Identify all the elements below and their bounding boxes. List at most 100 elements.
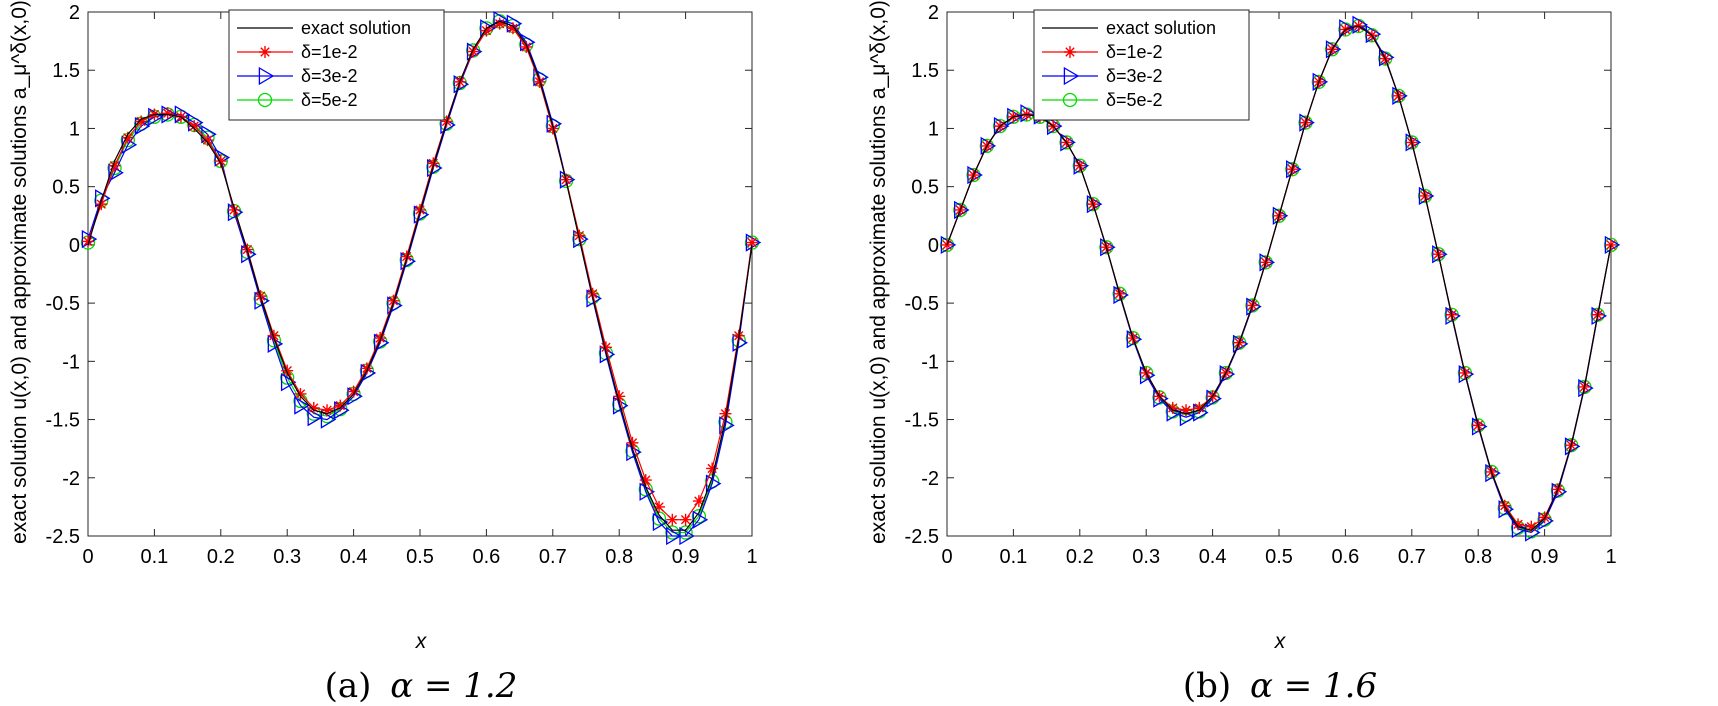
- data-point: [506, 22, 519, 35]
- data-point: [281, 364, 294, 377]
- y-axis-label: exact solution u(x,0) and approximate so…: [867, 0, 890, 544]
- data-point: [1485, 463, 1501, 483]
- data-point: [626, 436, 639, 449]
- data-point: [599, 341, 612, 354]
- data-point: [1417, 188, 1433, 204]
- y-tick-label: -2: [62, 468, 80, 490]
- data-point: [706, 462, 719, 475]
- data-point: [1605, 238, 1617, 251]
- data-point: [400, 250, 413, 263]
- y-tick-label: -2.5: [905, 526, 939, 548]
- caption-prefix: (b): [1183, 666, 1231, 706]
- data-point: [427, 157, 440, 170]
- data-point: [280, 373, 297, 392]
- series-exact-solution: [946, 25, 1612, 531]
- data-point: [520, 40, 533, 53]
- data-point: [1311, 74, 1326, 90]
- data-point: [1352, 15, 1368, 34]
- legend-marker: [257, 92, 273, 108]
- data-point: [939, 237, 955, 253]
- x-tick-label: 0.5: [406, 546, 434, 568]
- x-tick-label: 0: [941, 546, 952, 568]
- data-point: [374, 332, 387, 345]
- data-point: [953, 202, 968, 218]
- data-point: [121, 131, 134, 144]
- legend-marker: [1062, 92, 1078, 108]
- data-point: [135, 115, 148, 128]
- x-tick-label: 0.2: [1066, 546, 1094, 568]
- data-point: [294, 387, 307, 400]
- data-point: [1126, 330, 1143, 349]
- x-tick-label: 0.3: [273, 546, 301, 568]
- data-point: [732, 333, 749, 352]
- legend-marker: [259, 46, 271, 58]
- data-point: [347, 385, 360, 398]
- x-tick-label: 0.7: [539, 546, 567, 568]
- x-tick-label: 0.4: [1199, 546, 1227, 568]
- caption-prefix: (a): [325, 666, 372, 706]
- y-tick-label: 0: [928, 235, 939, 257]
- data-point: [679, 513, 692, 526]
- x-tick-label: 0.1: [140, 546, 168, 568]
- legend-label: exact solution: [1106, 18, 1216, 38]
- data-point: [1298, 115, 1313, 130]
- data-point: [188, 120, 201, 133]
- data-point: [1085, 196, 1101, 212]
- data-point: [1059, 135, 1074, 150]
- x-axis-label: x: [1274, 630, 1287, 653]
- data-point: [652, 512, 669, 532]
- x-tick-label: 0.7: [1398, 546, 1426, 568]
- data-point: [95, 198, 108, 211]
- data-point: [467, 45, 480, 58]
- data-point: [719, 416, 735, 435]
- y-tick-label: 0: [69, 235, 80, 257]
- legend: exact solution δ=1e-2 δ=3e-2 δ=5e-2: [228, 9, 445, 121]
- x-tick-label: 0.1: [999, 546, 1027, 568]
- y-tick-label: 0.5: [911, 177, 939, 199]
- data-point: [626, 443, 642, 462]
- x-tick-label: 0.6: [1331, 546, 1359, 568]
- x-tick-label: 0.2: [207, 546, 235, 568]
- data-point: [1404, 135, 1419, 150]
- data-point: [294, 396, 310, 415]
- data-point: [82, 235, 94, 248]
- data-point: [1180, 404, 1193, 417]
- data-point: [719, 407, 732, 420]
- x-tick-label: 0.9: [1531, 546, 1559, 568]
- series-line: [87, 20, 753, 531]
- data-point: [267, 329, 280, 342]
- y-tick-label: -2.5: [46, 526, 80, 548]
- data-point: [639, 474, 652, 487]
- y-tick-label: 0.5: [52, 177, 80, 199]
- data-point: [639, 482, 656, 501]
- y-tick-label: 1: [928, 118, 939, 140]
- data-point: [1271, 208, 1287, 223]
- data-point: [414, 203, 426, 216]
- data-point: [1072, 158, 1087, 173]
- data-point: [213, 153, 228, 169]
- legend-marker: [258, 66, 275, 86]
- legend-label: δ=1e-2: [1106, 42, 1163, 62]
- data-point: [1285, 162, 1300, 177]
- data-point: [1339, 19, 1355, 38]
- chart-panel-b: exact solution u(x,0) and approximate so…: [859, 0, 1718, 706]
- data-point: [746, 236, 758, 249]
- data-point: [387, 294, 400, 307]
- data-point: [979, 138, 994, 154]
- x-tick-label: 0.4: [340, 546, 368, 568]
- y-tick-label: 2: [69, 2, 80, 24]
- subfigure-caption: (b) α = 1.6: [1183, 666, 1377, 706]
- data-point: [1020, 104, 1036, 123]
- series-exact-solution: [87, 20, 753, 531]
- data-point: [321, 404, 334, 417]
- data-point: [480, 24, 493, 37]
- y-tick-label: 1.5: [911, 60, 939, 82]
- legend-label: δ=1e-2: [301, 42, 358, 62]
- chart-panel-a: exact solution u(x,0) and approximate so…: [8, 0, 762, 706]
- caption-equation: α = 1.6: [1250, 666, 1377, 706]
- data-point: [1603, 237, 1619, 253]
- x-tick-label: 0.6: [472, 546, 500, 568]
- data-point: [360, 362, 373, 375]
- data-point: [214, 155, 227, 168]
- caption-equation: α = 1.2: [390, 666, 517, 706]
